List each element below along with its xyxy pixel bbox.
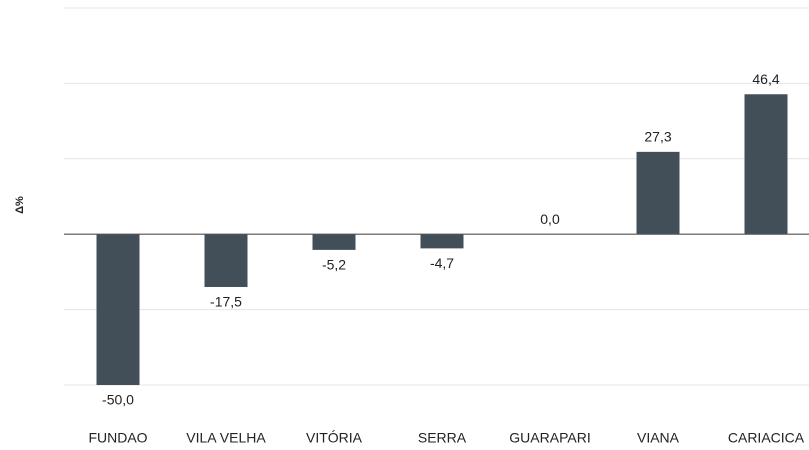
x-tick-label: VIANA <box>637 430 680 446</box>
data-label: -5,2 <box>322 257 346 273</box>
x-tick-label: VILA VELHA <box>186 430 266 446</box>
data-label: 27,3 <box>644 129 671 145</box>
x-tick-label: GUARAPARI <box>509 430 590 446</box>
data-label: -4,7 <box>430 255 454 271</box>
bar <box>420 234 464 249</box>
data-label: 46,4 <box>752 71 779 87</box>
bar <box>744 94 788 235</box>
x-tick-label: SERRA <box>418 430 467 446</box>
data-label: -17,5 <box>210 294 242 310</box>
bar <box>204 234 248 287</box>
y-axis-label: Δ% <box>14 196 26 214</box>
data-label: 0,0 <box>540 211 560 227</box>
bar <box>96 234 140 385</box>
bar <box>636 151 680 235</box>
bar <box>312 234 356 250</box>
x-tick-label: FUNDAO <box>88 430 147 446</box>
x-tick-label: CARIACICA <box>728 430 805 446</box>
data-label: -50,0 <box>102 392 134 408</box>
x-tick-label: VITÓRIA <box>306 430 363 446</box>
